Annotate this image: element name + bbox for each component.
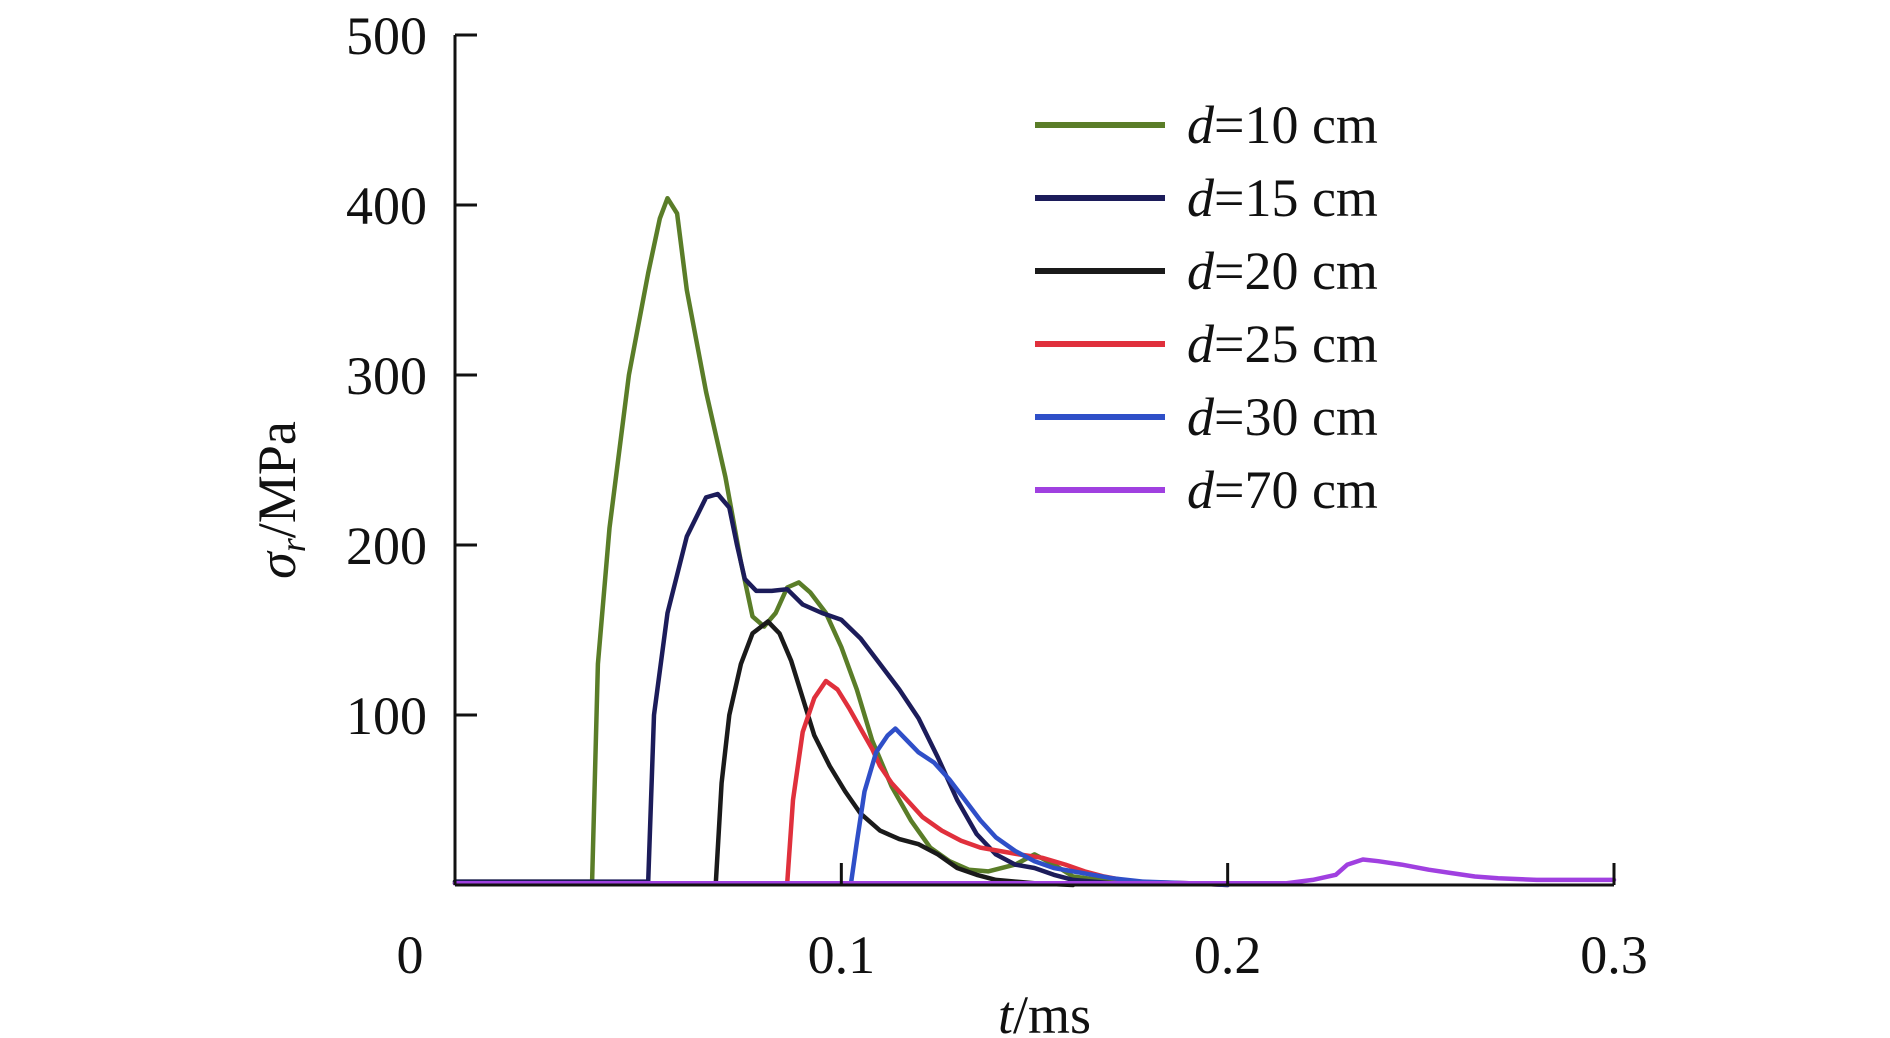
y-axis-title: σr/MPa [247,421,313,579]
y-tick-label-100: 100 [346,686,427,746]
x-tick-label-0.2: 0.2 [1194,925,1262,985]
legend-label-1: d=10 cm [1187,95,1378,155]
legend-label-5: d=30 cm [1187,387,1378,447]
legend-label-value-6: =70 cm [1214,460,1378,520]
series-line-5 [452,726,1230,888]
legend-label-6: d=70 cm [1187,460,1378,520]
legend-label-4: d=25 cm [1187,314,1378,374]
y-tick-label-200: 200 [346,516,427,576]
series-line-6 [452,857,1617,886]
x-origin-label: 0 [397,925,424,985]
legend-label-symbol-4: d [1187,314,1215,374]
y-tick-label-500: 500 [346,6,427,66]
legend-label-3: d=20 cm [1187,241,1378,301]
series-line-2 [452,491,1115,886]
legend-label-symbol-6: d [1187,460,1215,520]
legend-label-symbol-5: d [1187,387,1215,447]
legend-label-symbol-2: d [1187,168,1215,228]
legend-label-symbol-1: d [1187,95,1215,155]
legend-label-value-1: =10 cm [1214,95,1378,155]
y-axis-title-symbol: σ [247,550,307,579]
y-tick-label-400: 400 [346,176,427,236]
legend-label-value-3: =20 cm [1214,241,1378,301]
y-axis-title-subscript: r [273,537,313,552]
legend-label-2: d=15 cm [1187,168,1378,228]
legend-label-value-5: =30 cm [1214,387,1378,447]
axes-layer: 100 200 300 400 500 0.1 0.2 0.3 0 [346,6,1648,985]
series-layer [452,195,1617,888]
x-axis-title-symbol: t [998,985,1015,1038]
series-line-4 [452,678,1230,888]
series-line-3 [452,619,1076,888]
legend-label-value-2: =15 cm [1214,168,1378,228]
legend: d=10 cmd=15 cmd=20 cmd=25 cmd=30 cmd=70 … [1035,95,1378,520]
y-axis-title-unit: /MPa [247,421,307,538]
series-line-1 [452,195,1153,886]
x-axis-title-unit: /ms [1013,985,1091,1038]
legend-label-symbol-3: d [1187,241,1215,301]
legend-label-value-4: =25 cm [1214,314,1378,374]
y-tick-label-300: 300 [346,346,427,406]
x-axis-title: t/ms [998,985,1091,1038]
x-tick-label-0.1: 0.1 [808,925,876,985]
x-tick-label-0.3: 0.3 [1580,925,1648,985]
